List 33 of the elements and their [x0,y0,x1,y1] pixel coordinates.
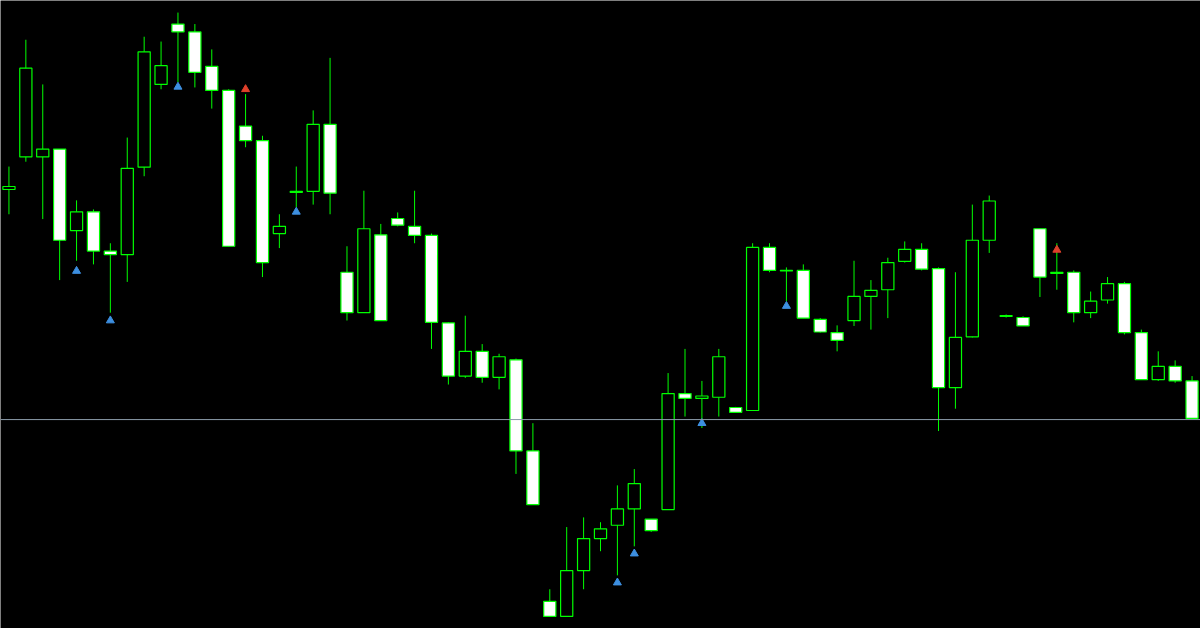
point [781,300,791,309]
candlestick [1168,359,1182,384]
candlestick [864,279,878,331]
candlestick [492,353,506,390]
point [173,81,183,90]
candlestick [543,588,557,618]
point [241,84,251,93]
point [612,577,622,586]
point [1052,244,1062,253]
candlestick [1100,276,1115,305]
point [291,206,301,215]
candlestick [1050,242,1064,291]
point [105,315,115,324]
candlestick [272,213,287,249]
candlestick [407,190,422,244]
candlestick [1083,291,1098,319]
candlestick [1151,350,1165,382]
candlestick [69,199,84,262]
candlestick [154,41,168,90]
point [697,418,707,426]
candlestick [238,93,253,148]
candlestick [610,484,625,576]
candlestick [695,380,709,429]
candlestick [914,242,929,271]
candlestick [762,242,777,273]
candlestick [593,521,608,552]
candlestick [898,240,912,264]
candlestick [678,348,692,418]
point [72,265,82,274]
candlestick [103,242,118,314]
candlestick [36,83,50,220]
candlestick [830,324,844,352]
point [629,548,639,557]
